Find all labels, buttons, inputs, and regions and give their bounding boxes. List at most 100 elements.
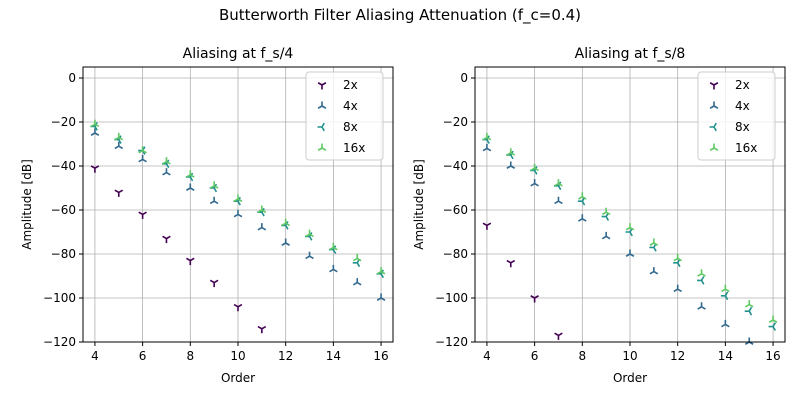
data-point — [697, 269, 706, 277]
data-point — [530, 163, 539, 172]
y-tick-label: −60 — [443, 203, 468, 217]
data-point — [233, 209, 243, 218]
series-16x — [482, 132, 778, 323]
x-tick-label: 14 — [326, 349, 341, 363]
x-tick-label: 8 — [186, 349, 194, 363]
data-point — [649, 238, 659, 246]
data-point — [305, 251, 314, 260]
legend: 2x 4x 8x 16x — [697, 71, 776, 161]
data-point — [376, 267, 386, 275]
data-point — [257, 223, 267, 231]
data-point — [482, 132, 492, 141]
data-point — [329, 264, 338, 273]
data-point — [138, 146, 147, 154]
x-tick-label: 10 — [622, 349, 637, 363]
data-point — [90, 165, 100, 173]
data-point — [506, 259, 516, 268]
data-point — [376, 293, 386, 301]
y-tick-label: −40 — [51, 159, 76, 173]
legend: 2x 4x 8x 16x — [305, 71, 384, 161]
data-point — [352, 253, 362, 262]
legend-marker — [709, 122, 717, 132]
y-tick-label: −120 — [435, 335, 468, 349]
x-tick-label: 12 — [670, 349, 685, 363]
data-point — [233, 303, 243, 312]
legend-box — [305, 71, 384, 161]
series-2x — [90, 165, 267, 334]
legend-box — [697, 71, 776, 161]
series-8x — [482, 135, 777, 331]
data-point — [506, 161, 516, 169]
legend-label: 2x — [343, 78, 358, 92]
data-point — [768, 322, 777, 331]
y-tick-label: −80 — [51, 247, 76, 261]
data-point — [138, 154, 147, 163]
data-point — [209, 279, 219, 288]
y-axis-label: Amplitude [dB] — [412, 159, 426, 250]
x-tick-label: 16 — [373, 349, 388, 363]
data-point — [601, 207, 611, 216]
data-point — [162, 235, 171, 244]
x-axis-label: Order — [613, 371, 647, 385]
data-point — [162, 157, 171, 165]
series-4x — [90, 128, 386, 301]
data-point — [329, 242, 338, 251]
data-point — [554, 332, 563, 340]
data-point — [233, 194, 243, 202]
x-tick-label: 6 — [531, 349, 539, 363]
data-point — [649, 267, 659, 275]
data-point — [697, 302, 706, 310]
legend-label: 4x — [735, 99, 750, 113]
legend-marker — [709, 143, 719, 151]
y-tick-label: −60 — [51, 203, 76, 217]
legend-label: 8x — [343, 120, 358, 134]
data-point — [625, 249, 635, 257]
y-tick-label: −100 — [435, 291, 468, 305]
data-point — [530, 179, 539, 187]
legend-label: 16x — [343, 141, 365, 155]
y-axis-label: Amplitude [dB] — [20, 159, 34, 250]
data-point — [744, 300, 754, 308]
data-point — [209, 196, 219, 205]
data-point — [673, 284, 682, 293]
y-tick-label: −80 — [443, 247, 468, 261]
data-point — [482, 222, 492, 230]
data-point — [506, 148, 516, 156]
y-tick-label: −20 — [51, 115, 76, 129]
data-point — [697, 276, 705, 285]
data-point — [186, 170, 195, 178]
chart-panel-fs8: 4 6 8 10 12 14 16 0 −20 −40 −60 −80 −100 −120 Aliasing… — [412, 46, 786, 385]
data-point — [578, 214, 587, 222]
data-point — [352, 278, 362, 286]
legend-marker — [317, 101, 327, 109]
data-point — [768, 315, 778, 323]
y-tick-label: −20 — [443, 115, 468, 129]
data-point — [186, 257, 195, 266]
y-tick-label: 0 — [68, 71, 76, 85]
figure-suptitle: Butterworth Filter Aliasing Attenuation … — [219, 6, 581, 25]
y-tick-label: −100 — [43, 291, 76, 305]
legend-label: 8x — [735, 120, 750, 134]
x-tick-label: 16 — [765, 349, 780, 363]
data-point — [721, 284, 730, 293]
data-point — [186, 183, 195, 191]
legend-marker — [317, 143, 327, 151]
x-axis-label: Order — [221, 371, 255, 385]
data-point — [720, 291, 729, 301]
data-point — [482, 143, 492, 152]
data-point — [90, 119, 100, 128]
data-point — [578, 192, 587, 200]
chart-panel-fs4: 4 6 8 10 12 14 16 0 −20 −40 −60 −80 −100 −120 Aliasing… — [20, 46, 394, 385]
data-point — [601, 231, 611, 240]
series-16x — [90, 119, 386, 275]
chart-title: Aliasing at f_s/8 — [575, 46, 686, 62]
series-2x — [482, 222, 563, 340]
data-point — [114, 141, 124, 150]
x-tick-label: 4 — [91, 349, 99, 363]
data-point — [554, 196, 563, 205]
data-point — [114, 132, 124, 141]
x-tick-label: 14 — [718, 349, 733, 363]
data-point — [257, 325, 267, 334]
data-point — [209, 181, 219, 189]
